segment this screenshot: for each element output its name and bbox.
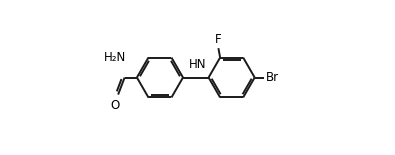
Text: H₂N: H₂N: [103, 51, 126, 64]
Text: F: F: [215, 33, 222, 46]
Text: O: O: [111, 99, 120, 112]
Text: HN: HN: [189, 58, 207, 71]
Text: Br: Br: [266, 71, 279, 84]
